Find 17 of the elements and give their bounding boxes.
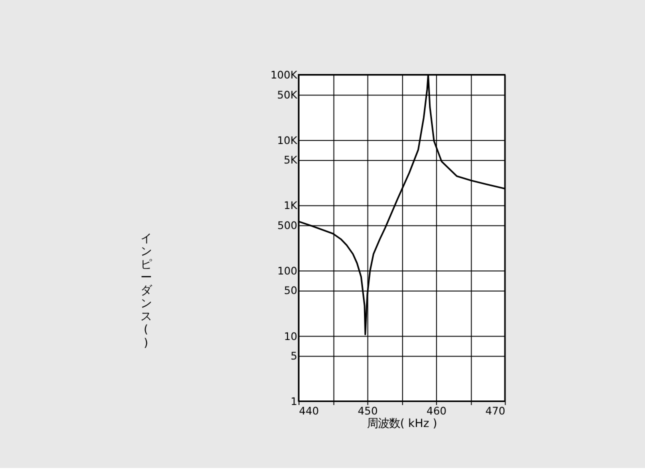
y-tick-label: 1K [284,200,298,212]
y-tick-label: 5K [284,154,298,167]
y-tick-label: 50 [284,285,298,298]
x-tick-label: 460 [426,406,446,418]
y-tick-label: 10K [277,134,298,147]
y-tick-label: 500 [277,220,298,232]
y-tick-label: 5 [290,350,298,362]
x-axis-title: 周波数( kHz ) [367,416,438,430]
x-tick-label: 450 [358,406,378,418]
y-tick-label: 1 [290,396,298,408]
x-tick-label: 440 [299,406,319,418]
y-tick-label: 10 [284,330,298,343]
y-tick-label: 100 [277,265,298,278]
y-tick-label: 100K [270,70,298,82]
text: インピーダンス( ) [140,232,152,350]
x-tick-label: 470 [485,406,506,418]
y-tick-label: 50K [277,89,298,102]
